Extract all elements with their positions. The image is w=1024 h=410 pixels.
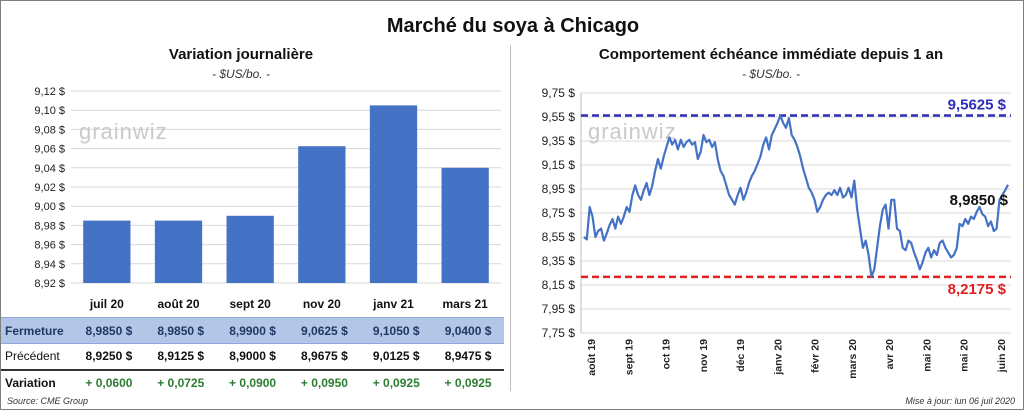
table-cell: 8,9125 $ [144,343,217,371]
y-tick-label: 9,15 $ [542,158,576,172]
y-tick-label: 9,75 $ [542,86,576,100]
y-tick-label: 8,94 $ [34,259,65,271]
x-tick-label: mai 20 [921,339,933,372]
line-chart: 7,75 $ 7,95 $ 8,15 $ 8,35 $ 8,55 $ 8,75 $ 8,95… [542,86,1011,379]
x-tick-label: nov 19 [698,339,710,372]
category-label: nov 20 [303,297,341,311]
right-chart-title: Comportement échéance immédiate depuis 1… [598,46,944,63]
table-cell: 9,1050 $ [360,317,433,344]
row-label-variation: Variation [5,376,56,390]
page-title: Marché du soya à Chicago [386,15,640,37]
category-label: juil 20 [89,297,124,311]
y-tick-label: 7,95 $ [542,302,576,316]
x-tick-label: sept 19 [623,339,635,375]
table-cell: 8,9675 $ [288,343,361,371]
y-tick-label: 9,55 $ [542,110,576,124]
table-cell: + 0,0925 [444,376,492,390]
table-cell: + 0,0925 [372,376,420,390]
x-tick-label: avr 20 [884,339,896,370]
low-reference-label: 8,2175 $ [948,281,1007,298]
bar [226,215,274,283]
daily-variation-table: Fermeture 8,9850 $ 8,9850 $ 8,9900 $ 9,0… [1,317,504,396]
x-tick-label: déc 19 [735,339,747,372]
right-chart-unit: - $US/bo. - [741,67,801,81]
y-tick-label: 8,98 $ [34,220,65,232]
table-cell: + 0,0900 [229,376,277,390]
category-label: sept 20 [229,297,271,311]
y-tick-label: 9,00 $ [34,201,65,213]
y-tick-label: 9,12 $ [34,86,65,98]
x-tick-label: mai 20 [959,339,971,372]
high-reference-label: 9,5625 $ [948,97,1007,114]
table-row-variation: Variation + 0,0600 + 0,0725 + 0,0900 + 0… [1,370,504,396]
table-cell: 8,9850 $ [144,317,217,344]
y-tick-label: 8,15 $ [542,278,576,292]
table-cell: 8,9475 $ [432,343,504,371]
x-tick-label: août 19 [586,339,598,376]
table-cell: 9,0125 $ [360,343,433,371]
table-cell: 8,9900 $ [216,317,289,344]
x-tick-label: févr 20 [810,339,822,373]
y-tick-label: 9,04 $ [34,163,65,175]
table-cell: 8,9000 $ [216,343,289,371]
left-chart-unit: - $US/bo. - [211,67,271,81]
watermark-logo: grainwiz [79,119,168,144]
last-price-label: 8,9850 $ [950,192,1009,209]
category-label: mars 21 [442,297,488,311]
source-note: Source: CME Group [7,396,89,406]
panel-divider [510,45,511,391]
y-tick-label: 8,92 $ [34,278,65,290]
y-tick-label: 8,96 $ [34,240,65,252]
bar [298,146,346,283]
watermark-logo: grainwiz [588,119,677,144]
y-tick-label: 9,06 $ [34,144,65,156]
update-note: Mise à jour: lun 06 juil 2020 [905,396,1015,406]
bar-chart: 8,92 $ 8,94 $ 8,96 $ 8,98 $ 9,00 $ 9,02 $ 9,04… [34,86,501,311]
bar [154,220,203,283]
bar [83,220,131,283]
table-cell: + 0,0600 [85,376,133,390]
y-tick-label: 9,35 $ [542,134,576,148]
table-cell: + 0,0725 [157,376,205,390]
row-label-close: Fermeture [1,317,73,344]
y-tick-label: 9,08 $ [34,124,65,136]
price-line [583,114,1009,278]
table-cell: 8,9250 $ [73,343,145,371]
category-label: janv 21 [372,297,414,311]
y-tick-label: 8,35 $ [542,254,576,268]
table-cell: 9,0400 $ [432,317,504,344]
x-tick-label: mars 20 [847,339,859,379]
y-tick-label: 9,02 $ [34,182,65,194]
table-row-close: Fermeture 8,9850 $ 8,9850 $ 8,9900 $ 9,0… [1,317,504,344]
row-label-previous: Précédent [1,343,73,371]
table-cell: + 0,0950 [300,376,348,390]
table-row-previous: Précédent 8,9250 $ 8,9125 $ 8,9000 $ 8,9… [1,343,504,371]
y-tick-label: 9,10 $ [34,105,65,117]
y-tick-label: 8,55 $ [542,230,576,244]
y-tick-label: 7,75 $ [542,326,576,340]
bar [369,105,418,284]
left-chart-title: Variation journalière [168,46,314,63]
y-tick-label: 8,75 $ [542,206,576,220]
table-cell: 9,0625 $ [288,317,361,344]
x-tick-label: oct 19 [661,339,673,370]
category-label: août 20 [157,297,199,311]
table-cell: 8,9850 $ [73,317,145,344]
y-tick-label: 8,95 $ [542,182,576,196]
bar [441,167,489,283]
x-tick-label: juin 20 [996,339,1008,373]
x-tick-label: janv 20 [772,339,784,376]
